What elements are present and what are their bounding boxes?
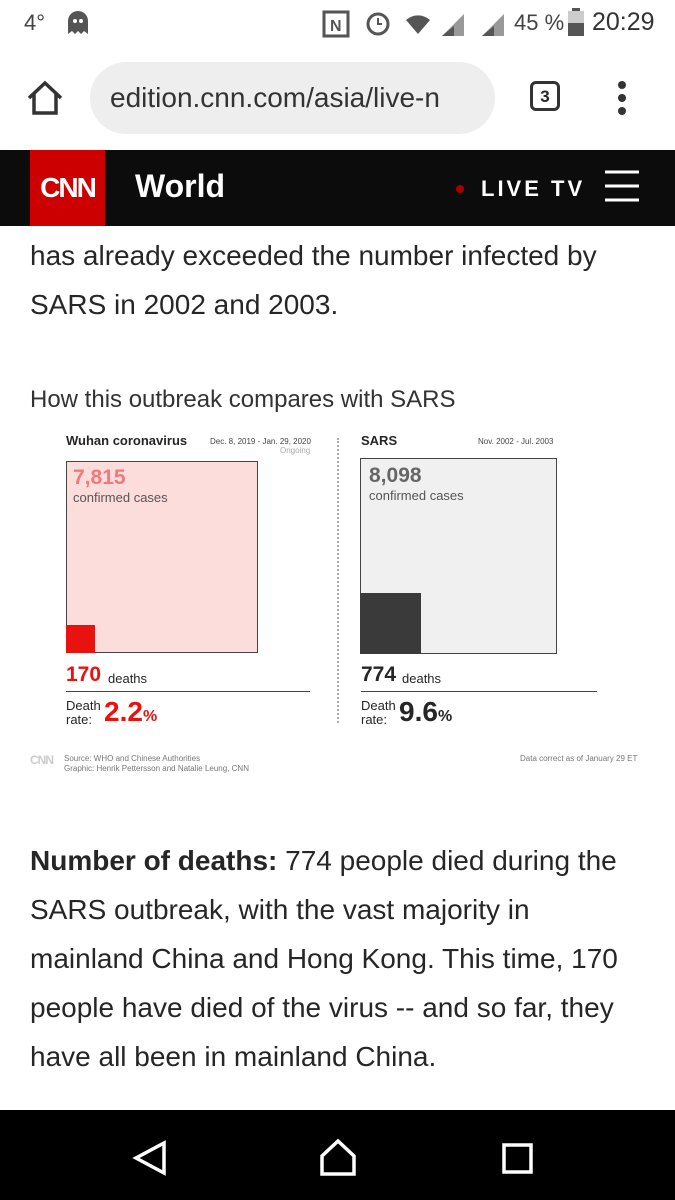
home-nav-button[interactable] [320, 1138, 356, 1176]
recents-button[interactable] [502, 1143, 533, 1174]
rate-label: Death rate: [361, 698, 396, 727]
browser-bar: edition.cnn.com/asia/live-n 3 [0, 50, 675, 150]
deaths-count: 774 [361, 663, 397, 686]
back-button[interactable] [132, 1140, 166, 1176]
deaths-square [360, 593, 421, 654]
rate-value: 9.6 [399, 696, 438, 727]
menu-icon[interactable] [605, 170, 639, 202]
live-tv-link[interactable]: LIVE TV [481, 176, 586, 201]
divider [361, 691, 597, 692]
paragraph-text: 774 people died during the SARS outbreak… [30, 845, 618, 1072]
paragraph: Number of deaths: 774 people died during… [30, 836, 645, 1081]
url-field[interactable]: edition.cnn.com/asia/live-n [90, 62, 495, 134]
death-rate: 9.6% [399, 696, 452, 728]
rate-unit: % [437, 708, 453, 725]
svg-text:N: N [330, 18, 342, 35]
section-title[interactable]: World [135, 168, 226, 204]
temperature: 4° [24, 10, 46, 35]
cnn-logo[interactable]: CNN [30, 150, 105, 226]
tab-count[interactable]: 3 [530, 81, 560, 111]
site-header: CNN World LIVE TV [0, 150, 675, 226]
graphic-logo: CNN [30, 753, 54, 767]
graphic: Wuhan coronavirus Dec. 8, 2019 - Jan. 29… [0, 430, 675, 780]
graphic-credit: Graphic: Henrik Pettersson and Natalie L… [64, 764, 249, 773]
home-button[interactable] [26, 80, 64, 116]
ghost-icon [68, 11, 88, 34]
clock: 20:29 [592, 8, 655, 36]
cases-square [66, 461, 258, 653]
battery-icon [568, 8, 584, 36]
cases-label: confirmed cases [369, 488, 464, 503]
deaths-label: deaths [108, 671, 148, 686]
panel-dates: Dec. 8, 2019 - Jan. 29, 2020 [210, 437, 311, 446]
nav-buttons [132, 1138, 533, 1176]
panel-separator [337, 438, 339, 723]
rate-value: 2.2 [104, 696, 143, 727]
deaths-count: 170 [66, 663, 102, 686]
cases-count: 8,098 [369, 464, 422, 487]
panel-dates: Nov. 2002 - Jul. 2003 [478, 437, 554, 446]
deaths-label: deaths [402, 671, 442, 686]
battery-level: 45 % [514, 10, 565, 35]
panel-status: Ongoing [280, 446, 311, 455]
divider [66, 691, 310, 692]
status-icons: N [322, 10, 504, 38]
cases-count: 7,815 [73, 466, 126, 489]
live-dot [456, 185, 464, 193]
status-bar: 4° N 45 % 20:29 [0, 0, 675, 50]
panel-name: Wuhan coronavirus [66, 433, 188, 448]
navigation-bar [0, 1110, 675, 1200]
death-rate: 2.2% [104, 696, 157, 728]
rate-label: Death rate: [66, 698, 101, 727]
panel-name: SARS [361, 433, 398, 448]
paragraph-lead: Number of deaths: [30, 845, 278, 876]
deaths-square [66, 625, 95, 653]
rate-unit: % [142, 708, 158, 725]
graphic-source: Source: WHO and Chinese Authorities [64, 754, 201, 763]
cases-label: confirmed cases [73, 490, 168, 505]
menu-button[interactable] [612, 80, 632, 116]
graphic-note: Data correct as of January 29 ET [520, 754, 638, 763]
intro-text: has already exceeded the number infected… [30, 240, 597, 320]
graphic-title: How this outbreak compares with SARS [30, 386, 456, 413]
